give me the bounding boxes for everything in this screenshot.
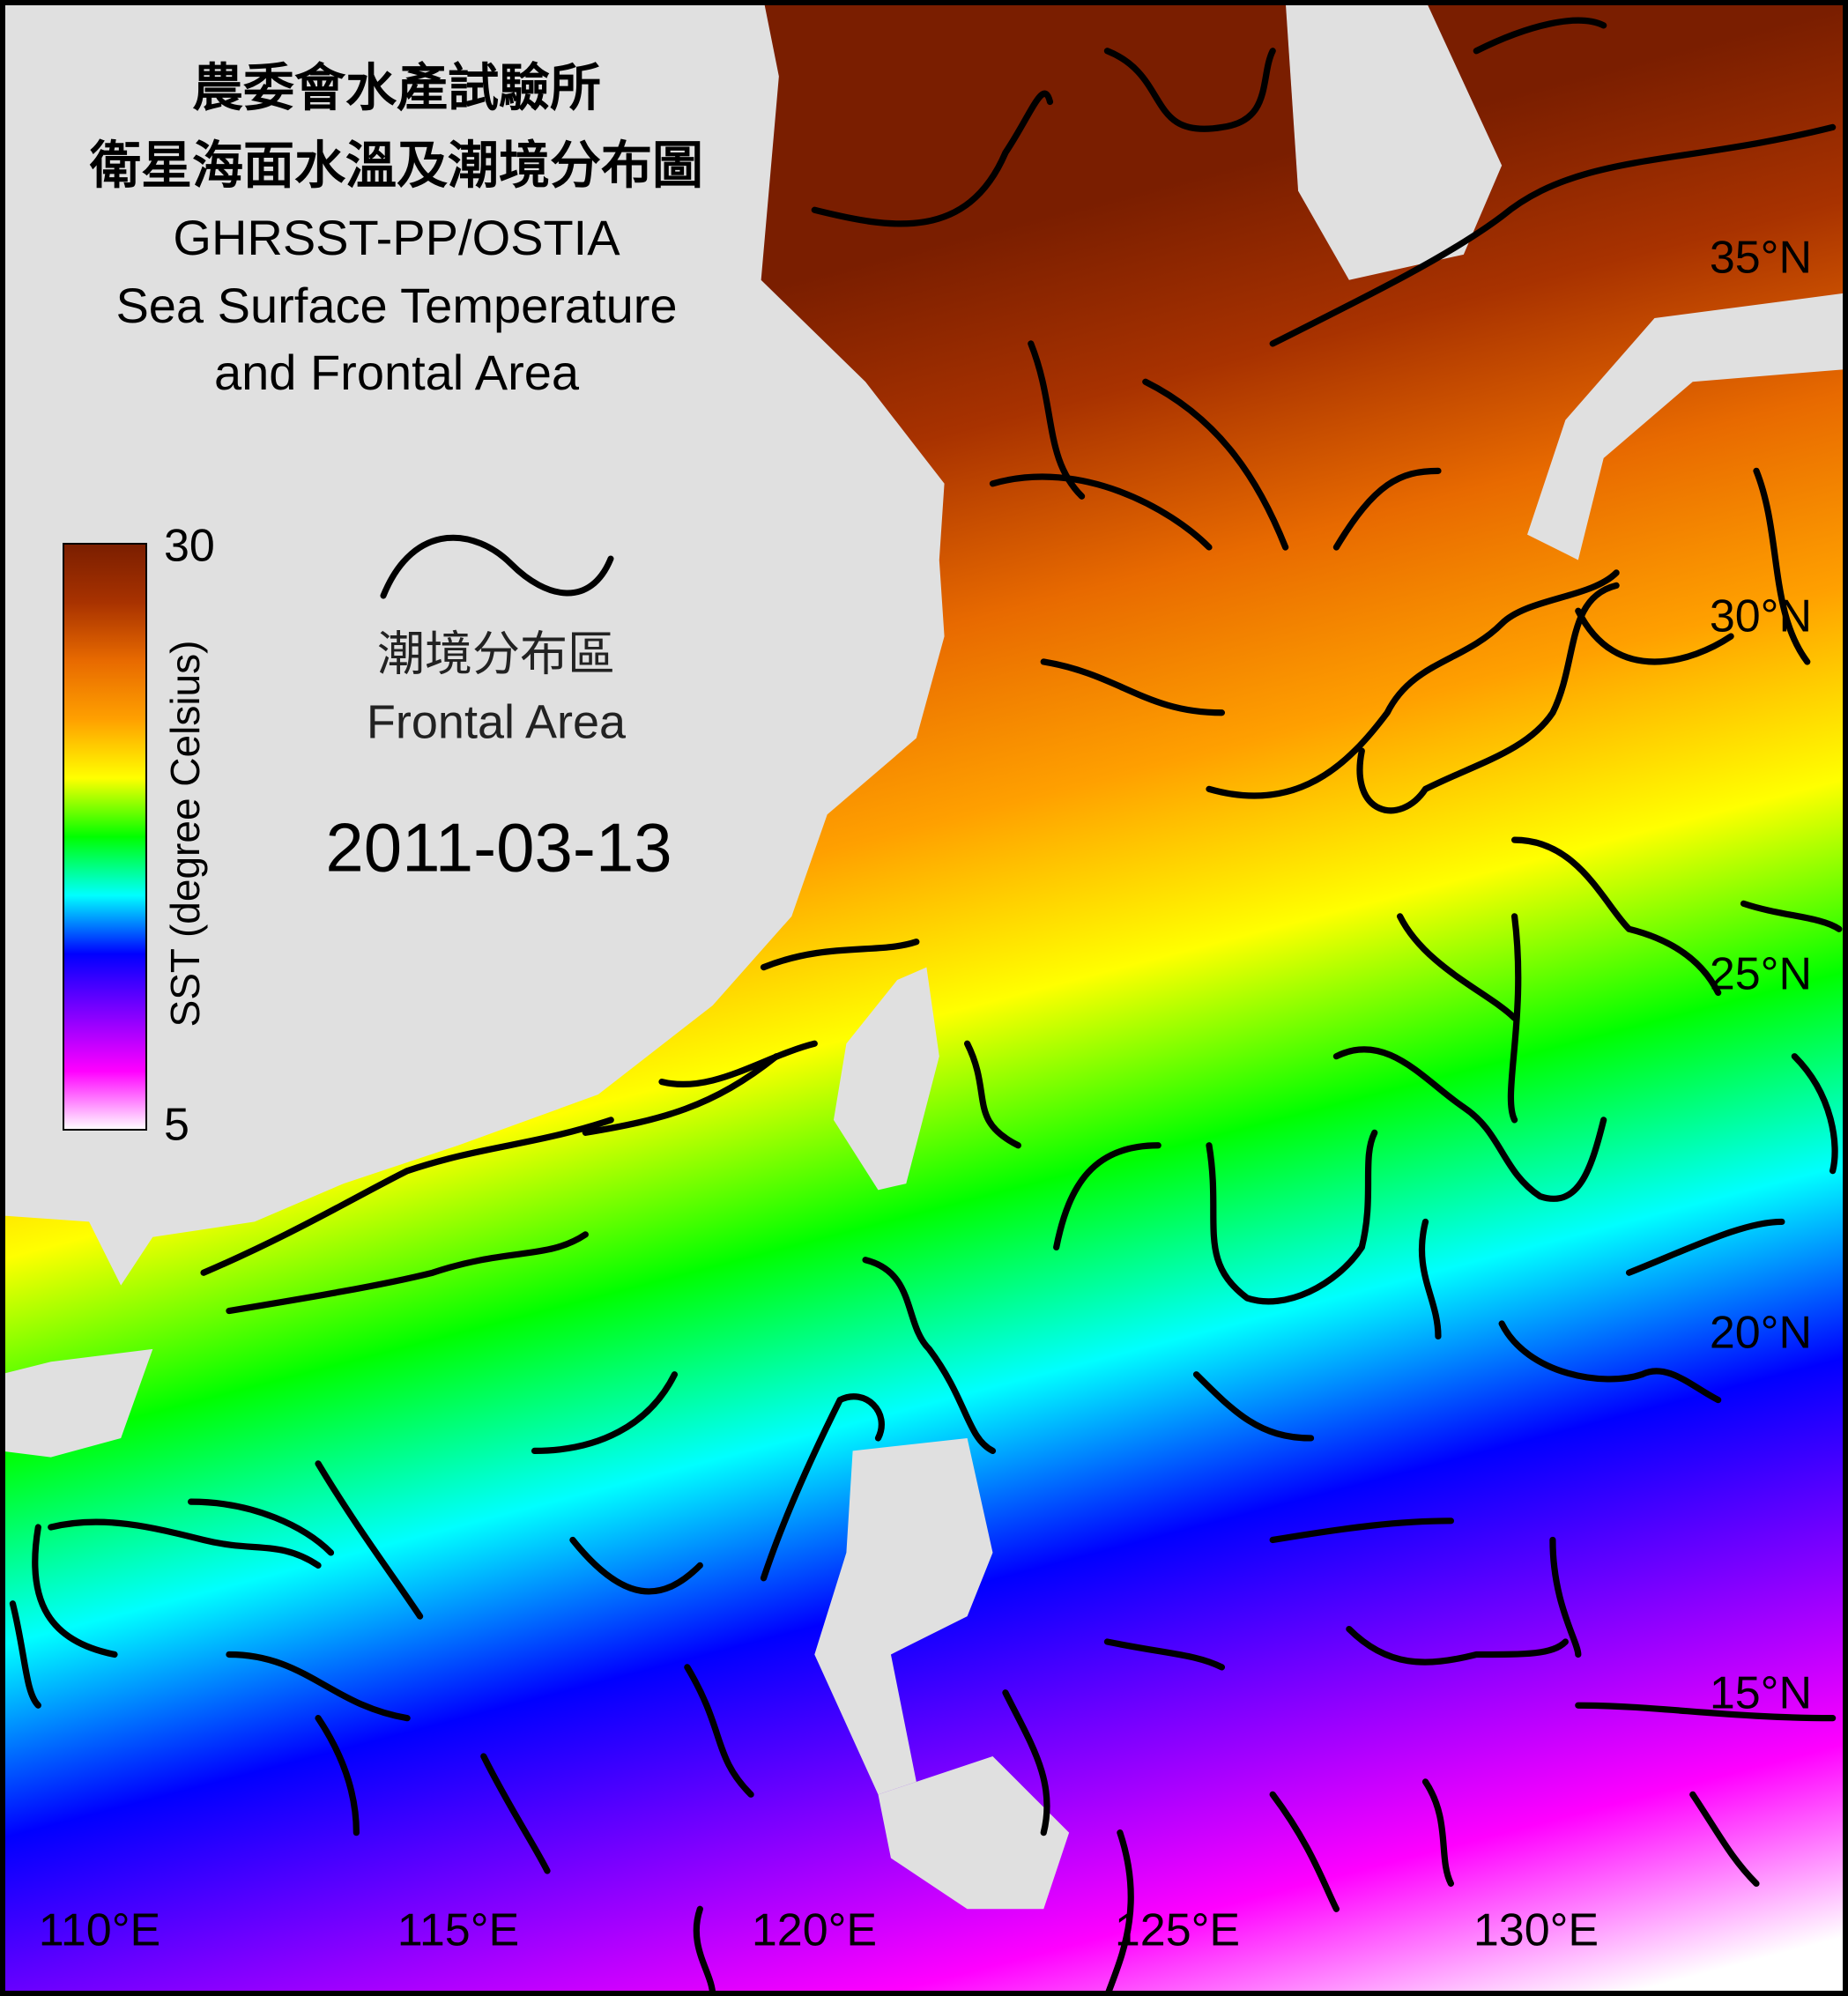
mainland [0,0,945,1286]
lat-label: 15°N [1710,1668,1812,1719]
colorbar-label: SST (degree Celsius) [162,641,208,1028]
legend: 潮境分布區 Frontal Area [367,534,627,748]
frontal-lines [9,17,1843,1996]
latitude-labels: 35°N 30°N 25°N 20°N 15°N [1710,233,1812,1719]
lon-label: 130°E [1473,1905,1599,1956]
legend-label-zh: 潮境分布區 [377,627,615,680]
title-line: 農委會水產試驗所 [192,59,601,116]
longitude-labels: 110°E 115°E 120°E 125°E 130°E [39,1905,1599,1956]
lat-label: 30°N [1710,591,1812,642]
visayas [878,1755,1070,1910]
legend-label-en: Frontal Area [367,695,627,748]
lon-label: 110°E [39,1905,160,1956]
korea [1285,0,1503,280]
title-line: Sea Surface Temperature [115,278,677,333]
colorbar: 30 5 SST (degree Celsius) [63,521,215,1151]
title-line: 衛星海面水溫及潮境分布圖 [89,137,703,194]
taiwan [833,967,939,1191]
lat-label: 20°N [1710,1308,1812,1359]
lon-label: 120°E [752,1905,877,1956]
date: 2011-03-13 [325,809,672,887]
title-line: GHRSST-PP/OSTIA [173,210,620,265]
colorbar-max: 30 [164,521,215,572]
title-line: and Frontal Area [214,345,580,400]
luzon [814,1437,993,1795]
lon-label: 125°E [1115,1905,1240,1956]
lat-label: 35°N [1710,233,1812,284]
lat-label: 25°N [1710,949,1812,1000]
indochina [0,1348,153,1458]
legend-front-symbol [380,534,614,599]
colorbar-ramp [63,543,147,1131]
japan [1527,293,1848,560]
colorbar-min: 5 [164,1100,189,1151]
lon-label: 115°E [397,1905,519,1956]
